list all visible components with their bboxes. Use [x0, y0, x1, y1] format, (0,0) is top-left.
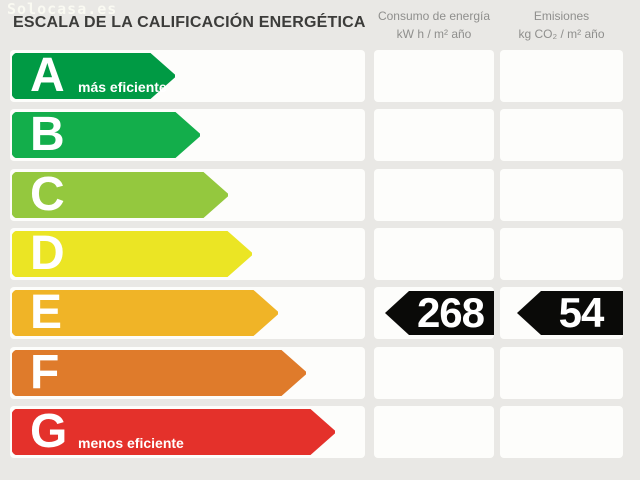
scale-bar-cell-a: A más eficiente — [10, 50, 365, 102]
page-title: ESCALA DE LA CALIFICACIÓN ENERGÉTICA — [13, 14, 366, 31]
emisiones-header-line1: Emisiones — [533, 9, 590, 23]
consumo-column-header: Consumo de energía kW h / m² año — [374, 7, 494, 43]
consumo-value-arrow: 268 — [385, 291, 494, 335]
rating-note-g: menos eficiente — [78, 435, 184, 451]
consumo-cell-b — [374, 109, 494, 161]
emisiones-cell-c — [500, 169, 623, 221]
emisiones-cell-f — [500, 347, 623, 399]
rating-row-c: C — [0, 169, 640, 221]
consumo-header-line1: Consumo de energía — [377, 9, 491, 23]
consumo-value: 268 — [416, 289, 485, 336]
emisiones-cell-e: 54 — [500, 287, 623, 339]
emisiones-column-header: Emisiones kg CO₂ / m² año — [500, 7, 623, 43]
emisiones-cell-g — [500, 406, 623, 458]
emisiones-cell-d — [500, 228, 623, 280]
scale-bar-cell-d: D — [10, 228, 365, 280]
scale-bar-cell-g: G menos eficiente — [10, 406, 365, 458]
rating-row-e: E 268 54 — [0, 287, 640, 339]
consumo-cell-e: 268 — [374, 287, 494, 339]
consumo-cell-d — [374, 228, 494, 280]
rating-letter-g: G — [30, 405, 68, 458]
consumo-header-line2: kW h / m² año — [396, 27, 472, 41]
rating-letter-c: C — [30, 168, 65, 221]
scale-bar-cell-c: C — [10, 169, 365, 221]
consumo-cell-f — [374, 347, 494, 399]
consumo-cell-a — [374, 50, 494, 102]
rating-row-b: B — [0, 109, 640, 161]
rating-letter-b: B — [30, 108, 65, 161]
rating-letter-d: D — [30, 227, 65, 280]
scale-bar-cell-e: E — [10, 287, 365, 339]
rating-note-a: más eficiente — [78, 79, 167, 95]
consumo-cell-c — [374, 169, 494, 221]
rating-letter-e: E — [30, 286, 63, 339]
emisiones-cell-b — [500, 109, 623, 161]
consumo-cell-g — [374, 406, 494, 458]
emisiones-header-line2: kg CO₂ / m² año — [518, 27, 605, 41]
emisiones-value-arrow: 54 — [517, 291, 623, 335]
rating-letter-a: A — [30, 49, 65, 102]
scale-bar-cell-f: F — [10, 347, 365, 399]
watermark: Solocasa.es — [7, 0, 118, 18]
emisiones-cell-a — [500, 50, 623, 102]
scale-bar-cell-b: B — [10, 109, 365, 161]
emisiones-value: 54 — [558, 289, 605, 336]
rating-row-d: D — [0, 228, 640, 280]
rating-row-g: G menos eficiente — [0, 406, 640, 458]
rating-row-a: A más eficiente — [0, 50, 640, 102]
rating-row-f: F — [0, 347, 640, 399]
rating-letter-f: F — [30, 346, 60, 399]
